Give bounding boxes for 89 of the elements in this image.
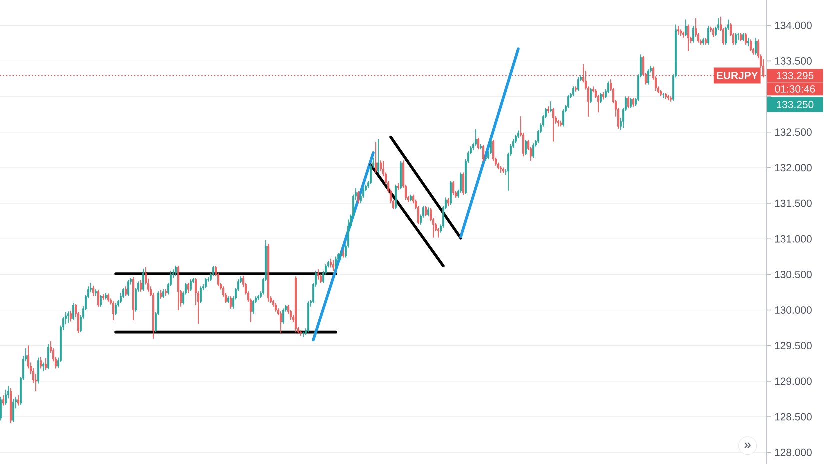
candlestick	[552, 108, 555, 142]
candlestick	[575, 86, 578, 92]
candlestick	[705, 38, 708, 46]
candlestick	[132, 277, 135, 320]
y-tick-label: 134.000	[775, 22, 812, 30]
candlestick	[665, 93, 668, 100]
candlestick	[632, 98, 635, 107]
y-tick-label: 131.500	[775, 200, 812, 208]
candlestick	[178, 266, 180, 310]
candlestick	[70, 310, 72, 322]
candlestick	[98, 290, 100, 307]
y-tick-label: 132.500	[775, 128, 812, 136]
candlestick	[68, 311, 70, 324]
y-tick-label: 128.500	[775, 413, 812, 421]
candlestick	[112, 302, 115, 320]
candlestick	[160, 290, 162, 300]
candlestick	[480, 144, 482, 150]
candlestick	[452, 181, 455, 196]
candlestick	[280, 311, 282, 334]
candlestick	[425, 206, 428, 217]
candlestick	[188, 283, 190, 294]
candlestick	[10, 388, 12, 424]
y-tick-label: 131.000	[775, 235, 812, 243]
candlestick	[500, 166, 502, 174]
candlestick	[375, 142, 378, 174]
candlestick	[268, 244, 270, 302]
candlestick	[330, 258, 332, 268]
candlestick	[95, 289, 98, 296]
candlestick	[40, 357, 42, 369]
candlestick	[668, 95, 670, 101]
y-tick-label: 129.000	[775, 378, 812, 386]
y-tick-label: 128.000	[775, 448, 812, 456]
annotation: EURJPY	[717, 72, 758, 80]
candlestick	[670, 96, 672, 102]
candlestick	[748, 38, 750, 46]
candlestick	[560, 120, 562, 127]
candlestick	[358, 191, 360, 204]
text: 133.250	[777, 101, 814, 108]
text: 01:30:46	[775, 85, 816, 93]
y-tick-label: 129.500	[775, 342, 812, 350]
candlestick	[230, 296, 232, 310]
candlestick	[712, 28, 715, 38]
candlestick	[462, 172, 465, 196]
candlestick	[340, 252, 342, 261]
candlestick	[275, 302, 278, 312]
candlestick	[482, 144, 485, 162]
candlestick	[295, 276, 298, 333]
candlestick	[478, 138, 480, 150]
candlestick	[680, 30, 682, 36]
candlestick	[628, 96, 630, 108]
candlestick	[108, 294, 110, 302]
candlestick	[332, 260, 335, 272]
candlestick	[662, 93, 665, 98]
candlestick	[660, 90, 662, 96]
candlestick	[602, 92, 605, 100]
candlestick	[745, 33, 748, 46]
candlestick	[318, 270, 320, 280]
candlestick	[165, 289, 168, 296]
candlestick	[342, 250, 345, 258]
candlestick	[682, 32, 685, 38]
candlestick	[45, 358, 48, 370]
candlestick	[140, 280, 142, 292]
candlestick	[678, 26, 680, 36]
candlestick	[475, 129, 478, 146]
annotation: »	[744, 442, 751, 448]
candlestick	[548, 106, 550, 114]
candlestick	[125, 286, 128, 296]
candlestick	[378, 139, 380, 174]
candlestick	[398, 183, 400, 190]
candlestick	[42, 362, 45, 372]
candlestick	[258, 295, 260, 301]
candlestick	[102, 294, 105, 301]
candlestick	[558, 120, 560, 127]
y-tick-label: 130.000	[775, 306, 812, 314]
candlestick	[740, 33, 742, 42]
candlestick	[92, 286, 95, 296]
candlestick	[688, 24, 690, 52]
candlestick	[302, 332, 305, 338]
y-tick-label: 132.000	[775, 164, 812, 172]
ref-line-label: 133.295	[777, 72, 814, 80]
y-tick-label: 130.500	[775, 270, 812, 278]
candlestick	[448, 198, 450, 207]
candlestick	[18, 395, 20, 406]
candlestick	[502, 168, 505, 174]
candlestick	[300, 330, 302, 336]
candlestick	[550, 102, 552, 113]
y-tick-label: 133.500	[775, 57, 812, 65]
candlestick	[2, 395, 5, 406]
candlestick	[750, 40, 752, 52]
